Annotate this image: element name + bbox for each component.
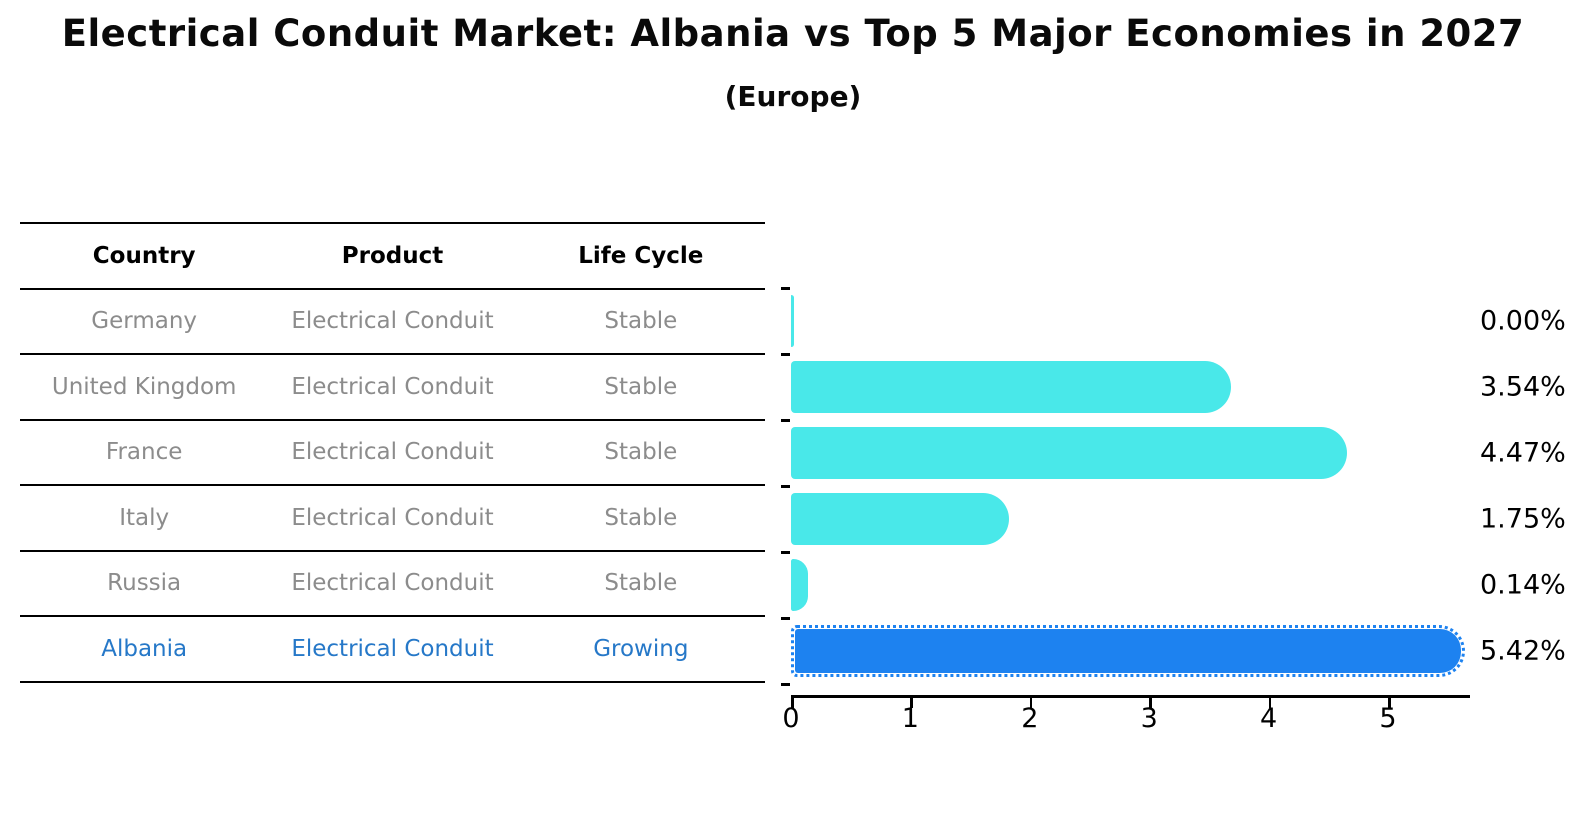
- y-axis-tick: [781, 419, 790, 422]
- x-axis-tick: [791, 698, 794, 708]
- bar-russia: [791, 559, 809, 611]
- x-axis-tick-label: 4: [1260, 703, 1278, 734]
- table-row-france: France Electrical Conduit Stable: [20, 421, 765, 486]
- x-axis-tick-label: 3: [1140, 703, 1158, 734]
- bar-albania: [791, 625, 1465, 677]
- y-axis-tick: [781, 683, 790, 686]
- value-label-germany: 0.00%: [1480, 305, 1566, 337]
- country-table: Country Product Life Cycle Germany Electrica…: [20, 222, 765, 683]
- table-cell-product: Product: [341, 242, 444, 269]
- table-row-germany: Germany Electrical Conduit Stable: [20, 290, 765, 355]
- x-axis-tick: [1268, 698, 1272, 708]
- table-cell-country: Italy: [119, 504, 170, 531]
- table-row-albania: Albania Electrical Conduit Growing: [20, 617, 765, 683]
- bar-row-albania: [791, 625, 1468, 677]
- x-axis-tick: [910, 698, 913, 708]
- table-cell-life-cycle: Stable: [604, 570, 678, 597]
- table-cell-product: Electrical Conduit: [291, 570, 494, 597]
- table-cell-product: Electrical Conduit: [291, 308, 494, 335]
- x-axis-tick: [1029, 698, 1033, 708]
- table-cell-country: United Kingdom: [51, 373, 237, 400]
- bar-row-germany: [791, 295, 1468, 347]
- bar-fill: [795, 629, 1461, 673]
- bar-row-russia: [791, 559, 1468, 611]
- value-label-france: 4.47%: [1480, 437, 1566, 469]
- bar-france: [791, 427, 1347, 479]
- value-label-united-kingdom: 3.54%: [1480, 371, 1566, 403]
- table-cell-product: Electrical Conduit: [291, 504, 494, 531]
- table-cell-product: Electrical Conduit: [291, 635, 494, 662]
- y-axis-tick: [781, 617, 790, 620]
- page-title: Electrical Conduit Market: Albania vs To…: [61, 12, 1525, 55]
- x-axis-tick-label: 0: [782, 703, 800, 734]
- bar-row-france: [791, 427, 1468, 479]
- x-axis-line: [791, 695, 1470, 698]
- table-cell-product: Electrical Conduit: [291, 373, 494, 400]
- table-cell-life-cycle: Stable: [604, 504, 678, 531]
- table-cell-life-cycle: Life Cycle: [578, 242, 704, 269]
- bar-plot-area: [781, 287, 1468, 686]
- table-row-header: Country Product Life Cycle: [20, 224, 765, 290]
- x-axis-tick: [1388, 698, 1391, 708]
- y-axis-tick: [781, 287, 790, 290]
- bar-row-italy: [791, 493, 1468, 545]
- y-axis-tick: [781, 485, 790, 488]
- value-label-italy: 1.75%: [1480, 503, 1566, 535]
- page-subtitle: (Europe): [724, 80, 862, 113]
- value-label-albania: 5.42%: [1480, 635, 1566, 667]
- table-cell-country: Country: [92, 242, 196, 269]
- table-row-italy: Italy Electrical Conduit Stable: [20, 486, 765, 552]
- y-axis-tick: [781, 353, 790, 356]
- table-cell-product: Electrical Conduit: [291, 439, 494, 466]
- x-axis-tick-label: 2: [1021, 703, 1039, 734]
- bar-germany: [791, 295, 794, 347]
- table-cell-country: France: [105, 439, 183, 466]
- table-cell-country: Germany: [91, 308, 198, 335]
- table-cell-life-cycle: Stable: [604, 439, 678, 466]
- table-cell-country: Russia: [107, 570, 182, 597]
- table-cell-life-cycle: Stable: [604, 373, 678, 400]
- table-row-russia: Russia Electrical Conduit Stable: [20, 552, 765, 617]
- table-cell-life-cycle: Stable: [604, 308, 678, 335]
- table-cell-life-cycle: Growing: [593, 635, 689, 662]
- x-axis-tick: [1149, 698, 1152, 708]
- table-cell-country: Albania: [101, 635, 188, 662]
- y-axis-tick: [781, 551, 790, 554]
- bar-united-kingdom: [791, 361, 1232, 413]
- bar-row-united-kingdom: [791, 361, 1468, 413]
- value-label-russia: 0.14%: [1480, 569, 1566, 601]
- table-row-united-kingdom: United Kingdom Electrical Conduit Stable: [20, 355, 765, 421]
- x-axis-tick-label: 1: [901, 703, 919, 734]
- bar-italy: [791, 493, 1009, 545]
- x-axis-tick-label: 5: [1379, 703, 1397, 734]
